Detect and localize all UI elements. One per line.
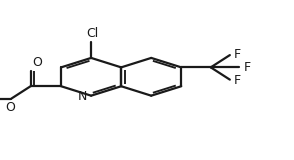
Text: N: N [78, 89, 87, 103]
Text: O: O [32, 56, 42, 69]
Text: Cl: Cl [86, 27, 99, 40]
Text: F: F [244, 61, 251, 74]
Text: O: O [5, 101, 15, 114]
Text: F: F [234, 48, 241, 61]
Text: F: F [234, 74, 241, 87]
